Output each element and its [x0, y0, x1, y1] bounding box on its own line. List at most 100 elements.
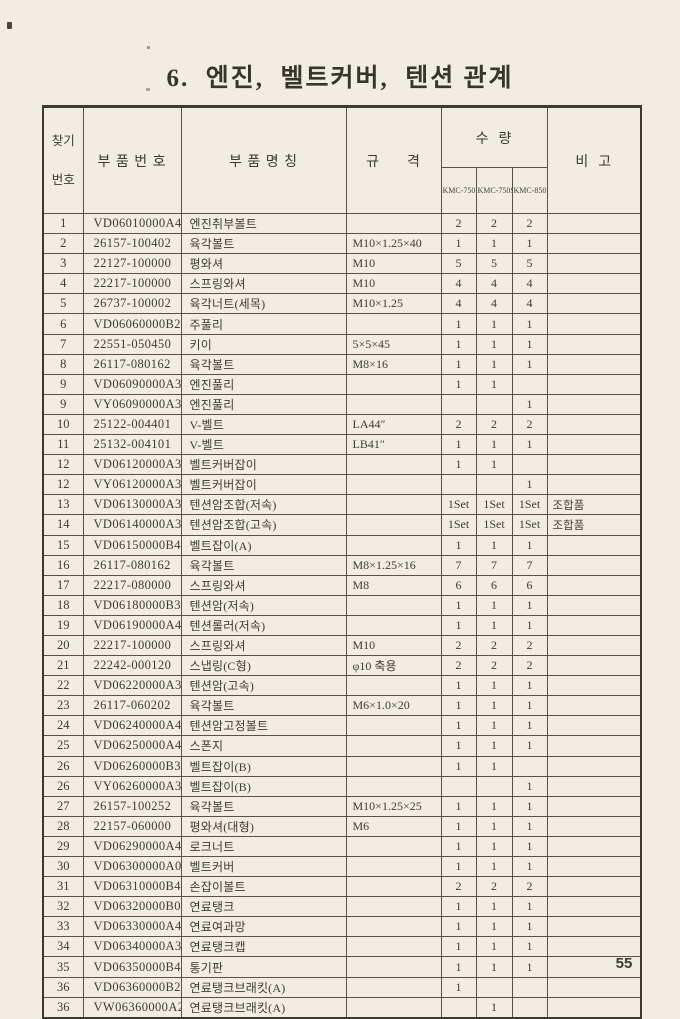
table-row: 26 VY06260000A3 벨트잡이(B) 1: [42, 775, 642, 797]
table-row: 12 VD06120000A3 벨트커버잡이 1 1: [42, 454, 642, 476]
find-no-cell: 3: [42, 253, 84, 275]
part-no-cell: VD06180000B3: [82, 594, 182, 616]
remark-cell: [546, 333, 642, 355]
find-no-cell: 24: [42, 715, 84, 737]
table-row: 29 VD06290000A4 로크너트 1 1 1: [42, 835, 642, 858]
spec-cell: [345, 835, 442, 858]
part-name-cell: 벨트잡이(B): [180, 755, 347, 777]
table-row: 26 VD06260000B3 벨트잡이(B) 1 1: [42, 755, 642, 777]
find-no-cell: 36: [42, 996, 84, 1019]
part-name-cell: 연료탱크브래킷(A): [180, 976, 347, 998]
remark-cell: [546, 715, 642, 737]
part-no-cell: 26737-100002: [82, 293, 182, 315]
table-row: 30 VD06300000A0 벨트커버 1 1 1: [42, 855, 642, 878]
find-no-cell: 16: [42, 554, 84, 576]
qty-kmc750s-cell: 1: [475, 434, 513, 456]
qty-kmc750-cell: 1: [440, 675, 477, 697]
find-no-cell: 29: [42, 835, 84, 858]
qty-kmc850-cell: 1: [511, 393, 548, 415]
qty-kmc750-cell: 7: [440, 554, 477, 576]
find-no-cell: 4: [42, 273, 84, 295]
qty-kmc750-cell: 4: [440, 273, 477, 295]
find-no-cell: 23: [42, 695, 84, 717]
qty-kmc850-cell: 1: [511, 233, 548, 255]
header-part-name: 부 품 명 칭: [180, 106, 347, 214]
qty-kmc750s-cell: [475, 775, 513, 797]
table-row: 2 26157-100402 육각볼트 M10×1.25×40 1 1 1: [42, 233, 642, 255]
part-no-cell: VD06320000B0: [82, 896, 182, 918]
qty-kmc750s-cell: [475, 474, 513, 496]
part-name-cell: 육각너트(세목): [180, 293, 347, 315]
table-row: 31 VD06310000B4 손잡이볼트 2 2 2: [42, 876, 642, 898]
qty-kmc750-cell: 1: [440, 956, 477, 978]
qty-kmc750s-cell: 7: [475, 554, 513, 576]
qty-kmc850-cell: [511, 755, 548, 777]
qty-kmc850-cell: 2: [511, 876, 548, 898]
qty-kmc850-cell: 4: [511, 293, 548, 315]
remark-cell: [546, 293, 642, 315]
part-no-cell: 26117-080162: [82, 353, 182, 375]
part-no-cell: VD06350000B4: [82, 956, 182, 978]
spec-cell: [345, 373, 442, 395]
part-name-cell: 스프링와셔: [180, 273, 347, 295]
find-no-cell: 22: [42, 675, 84, 697]
table-row: 19 VD06190000A4 텐션롤러(저속) 1 1 1: [42, 614, 642, 636]
table-row: 1 VD06010000A4 엔진취부볼트 2 2 2: [42, 212, 642, 235]
part-no-cell: VW06360000A2: [82, 996, 182, 1019]
part-name-cell: 텐션암조합(고속): [180, 514, 347, 536]
qty-kmc850-cell: [511, 454, 548, 476]
spec-cell: [345, 896, 442, 918]
part-no-cell: 22217-100000: [82, 273, 182, 295]
find-no-cell: 19: [42, 614, 84, 636]
header-model-kmc750s: KMC-750S: [475, 167, 513, 214]
qty-kmc850-cell: [511, 996, 548, 1019]
qty-kmc850-cell: 1: [511, 916, 548, 938]
find-no-cell: 15: [42, 534, 84, 556]
part-name-cell: 텐션암고정볼트: [180, 715, 347, 737]
part-name-cell: 텐션암(고속): [180, 675, 347, 697]
qty-kmc750s-cell: 4: [475, 273, 513, 295]
qty-kmc850-cell: 2: [511, 655, 548, 677]
qty-kmc750s-cell: 1: [475, 594, 513, 616]
spec-cell: [345, 735, 442, 757]
qty-kmc850-cell: 1: [511, 896, 548, 918]
scan-artifact: [147, 46, 150, 49]
part-no-cell: VD06130000A3: [82, 494, 182, 516]
part-no-cell: VY06090000A3: [82, 393, 182, 415]
qty-kmc750-cell: 1: [440, 434, 477, 456]
remark-cell: [546, 775, 642, 797]
qty-kmc750-cell: 2: [440, 413, 477, 436]
part-no-cell: 22217-080000: [82, 574, 182, 596]
table-row: 9 VY06090000A3 엔진풀리 1: [42, 393, 642, 415]
spec-cell: [345, 855, 442, 878]
remark-cell: [546, 434, 642, 456]
remark-cell: [546, 474, 642, 496]
table-row: 32 VD06320000B0 연료탱크 1 1 1: [42, 896, 642, 918]
table-row: 12 VY06120000A3 벨트커버잡이 1: [42, 474, 642, 496]
find-no-cell: 11: [42, 434, 84, 456]
spec-cell: [345, 534, 442, 556]
find-no-cell: 35: [42, 956, 84, 978]
qty-kmc750s-cell: 1Set: [475, 494, 513, 516]
spec-cell: [345, 313, 442, 335]
table-row: 7 22551-050450 키이 5×5×45 1 1 1: [42, 333, 642, 355]
spec-cell: [345, 675, 442, 697]
find-no-cell: 25: [42, 735, 84, 757]
qty-kmc750s-cell: 1: [475, 715, 513, 737]
qty-kmc750-cell: 1: [440, 333, 477, 355]
spec-cell: M8×16: [345, 353, 442, 375]
part-name-cell: 벨트커버: [180, 855, 347, 878]
remark-cell: [546, 815, 642, 837]
remark-cell: [546, 614, 642, 636]
qty-kmc750s-cell: 1: [475, 534, 513, 556]
table-row: 8 26117-080162 육각볼트 M8×16 1 1 1: [42, 353, 642, 375]
part-name-cell: 육각볼트: [180, 554, 347, 576]
remark-cell: [546, 835, 642, 858]
part-name-cell: 텐션암(저속): [180, 594, 347, 616]
qty-kmc750-cell: 6: [440, 574, 477, 596]
find-no-cell: 31: [42, 876, 84, 898]
qty-kmc750-cell: 5: [440, 253, 477, 275]
remark-cell: [546, 795, 642, 817]
find-no-cell: 12: [42, 454, 84, 476]
spec-cell: 5×5×45: [345, 333, 442, 355]
